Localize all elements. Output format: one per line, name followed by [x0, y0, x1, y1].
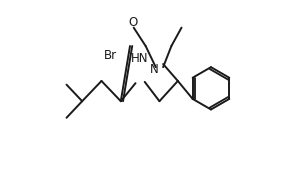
Text: Br: Br: [104, 49, 118, 62]
Text: N: N: [150, 63, 159, 76]
Text: O: O: [128, 17, 137, 29]
Text: HN: HN: [131, 52, 149, 65]
